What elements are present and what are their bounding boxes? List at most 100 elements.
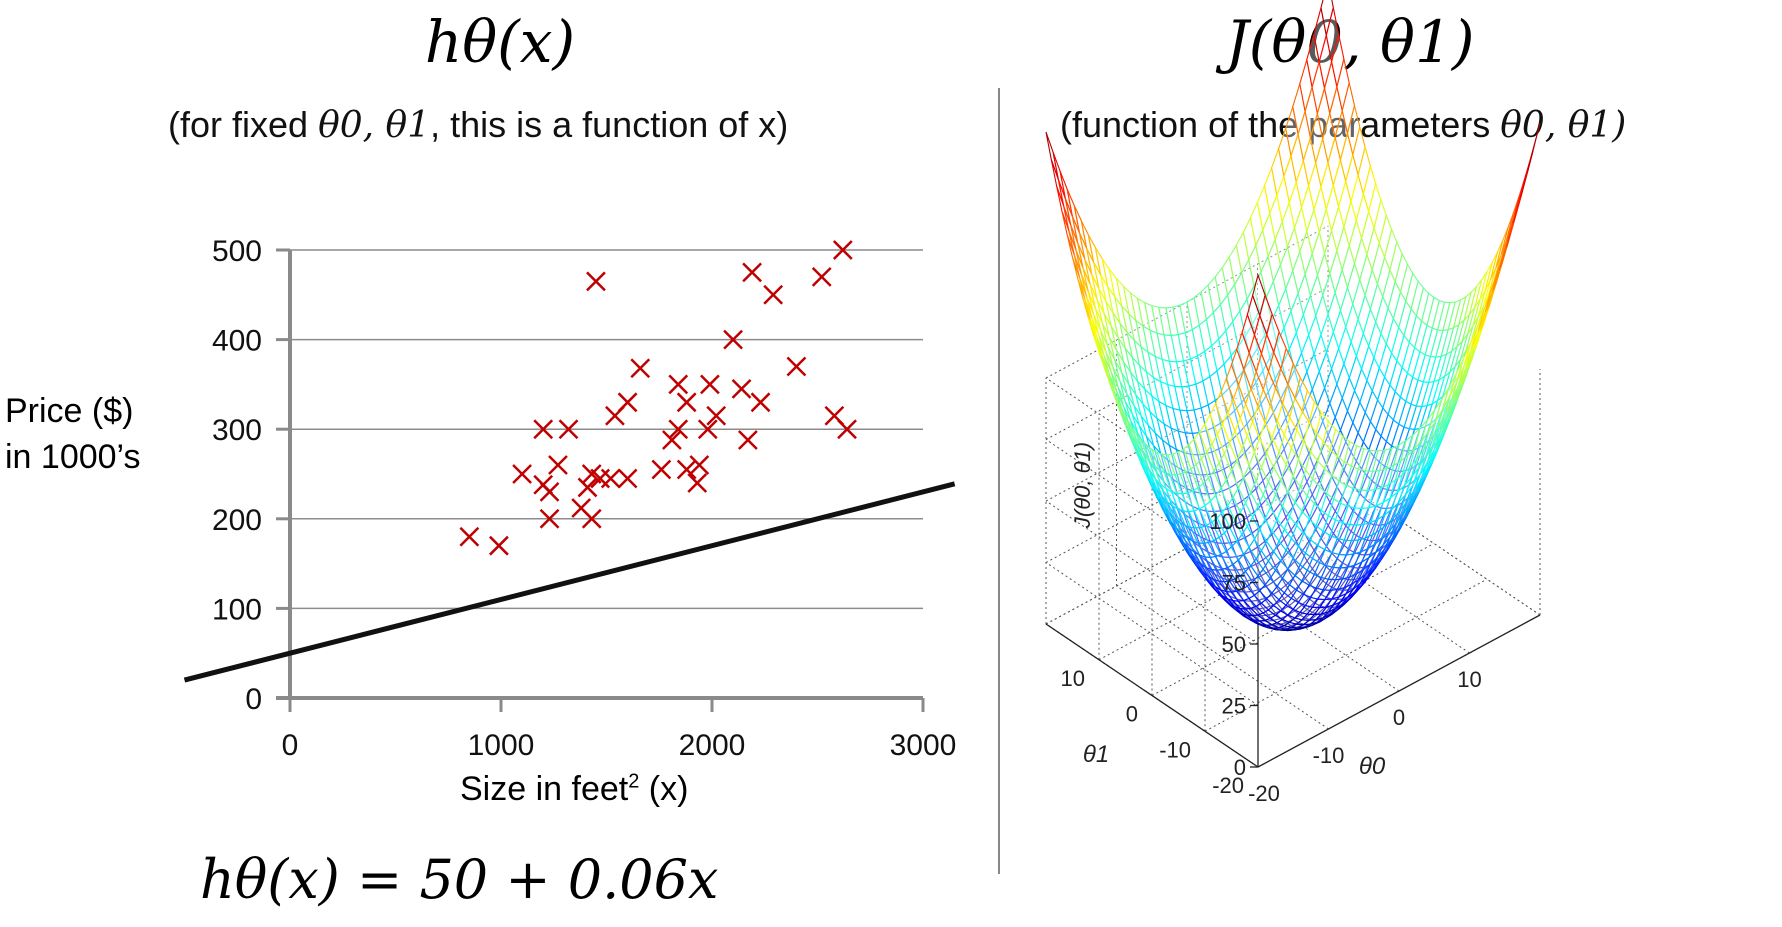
data-point xyxy=(539,508,560,529)
data-point xyxy=(697,419,718,440)
data-point-stroke xyxy=(689,455,710,475)
data-point xyxy=(763,284,784,305)
data-point xyxy=(512,464,532,484)
x-axis-label: Size in feet2 (x) xyxy=(460,770,688,809)
data-point-stroke xyxy=(706,405,727,426)
right-subtitle-prefix: (function of the parameters xyxy=(1060,104,1491,145)
back-grid-line xyxy=(1045,348,1329,502)
y-axis-label-line1: Price ($) xyxy=(5,392,134,430)
x-tick-label: 3000 xyxy=(890,729,957,762)
data-point-stroke xyxy=(737,430,758,450)
data-point xyxy=(600,468,621,489)
left-subtitle-prefix: (for fixed xyxy=(168,104,309,145)
data-point-stroke xyxy=(742,262,762,283)
data-point-stroke xyxy=(811,266,832,287)
theta0-tick-label: 10 xyxy=(1457,667,1481,692)
z-tick-label: 75 xyxy=(1222,571,1246,596)
theta0-axis-label: θ0 xyxy=(1359,753,1386,780)
data-point-stroke xyxy=(763,284,784,305)
data-point xyxy=(668,419,689,440)
data-point xyxy=(668,374,689,395)
data-point-stroke xyxy=(581,464,602,484)
z-tick-label: 0 xyxy=(1234,755,1246,780)
data-point xyxy=(723,329,743,350)
data-point-stroke xyxy=(539,508,560,529)
x-axis-label-text: Size in feet xyxy=(460,770,629,808)
data-point-stroke xyxy=(668,374,689,395)
y-tick-label: 500 xyxy=(212,235,262,268)
surface-cell xyxy=(1527,122,1541,172)
x-tick-label: 1000 xyxy=(468,729,535,762)
left-panel-subtitle: (for fixed θ0, θ1, this is a function of… xyxy=(168,104,788,146)
x-tick-label: 2000 xyxy=(679,729,746,762)
y-tick-label: 100 xyxy=(212,593,262,626)
y-tick-label: 200 xyxy=(212,504,262,537)
data-point-stroke xyxy=(459,526,480,547)
left-subtitle-suffix: , this is a function of x) xyxy=(430,104,789,145)
data-point xyxy=(750,392,771,413)
y-tick-label: 0 xyxy=(245,683,262,716)
theta0-tick-label: 0 xyxy=(1393,705,1405,730)
data-point xyxy=(558,419,579,440)
data-point xyxy=(786,356,807,377)
data-point xyxy=(581,508,602,529)
axis-edge xyxy=(1045,623,1259,768)
data-point xyxy=(590,468,611,489)
data-point xyxy=(837,419,857,440)
data-point-stroke xyxy=(676,459,697,480)
data-point-stroke xyxy=(832,240,853,260)
data-point xyxy=(651,459,672,480)
data-point xyxy=(617,468,638,489)
data-point-stroke xyxy=(824,405,845,426)
data-point-stroke xyxy=(489,535,509,556)
right-panel-subtitle: (function of the parameters θ0, θ1) xyxy=(1060,104,1626,146)
theta1-tick-label: 10 xyxy=(1061,666,1085,691)
data-point-stroke xyxy=(750,392,771,413)
data-point-stroke xyxy=(581,508,602,529)
data-point-stroke xyxy=(786,356,807,377)
scatter-chart: 0 100 200 300 400 500 0 1000 2000 3000 xyxy=(183,235,957,762)
data-point-stroke xyxy=(600,468,621,489)
right-subtitle-params: θ0, θ1) xyxy=(1500,105,1627,146)
data-point-stroke xyxy=(837,419,857,440)
x-tick-label: 0 xyxy=(282,729,299,762)
data-point-stroke xyxy=(630,358,651,379)
data-point xyxy=(742,262,762,283)
data-point xyxy=(586,271,606,292)
data-point xyxy=(832,240,853,260)
y-axis-label-line2: in 1000’s xyxy=(5,438,141,476)
data-point xyxy=(689,455,710,475)
data-point xyxy=(630,358,651,379)
data-point-stroke xyxy=(668,419,689,440)
panel-divider xyxy=(998,88,1000,874)
z-tick-label: 25 xyxy=(1222,694,1246,719)
data-point-stroke xyxy=(577,477,598,498)
data-point xyxy=(459,526,480,547)
z-axis-label: J(θ0, θ1) xyxy=(1070,442,1095,529)
data-point xyxy=(700,374,720,395)
data-point-stroke xyxy=(697,419,718,440)
data-point xyxy=(731,378,752,399)
data-point-stroke xyxy=(676,392,697,413)
data-point-stroke xyxy=(586,271,606,292)
data-point xyxy=(676,459,697,480)
data-point-stroke xyxy=(723,329,743,350)
data-point-stroke xyxy=(662,430,682,450)
data-point xyxy=(737,430,758,450)
data-point-stroke xyxy=(548,455,568,475)
data-point-stroke xyxy=(731,378,752,399)
theta1-axis-label: θ1 xyxy=(1083,741,1109,768)
data-point xyxy=(706,405,727,426)
data-point-stroke xyxy=(571,498,592,518)
theta0-tick-label: -20 xyxy=(1248,781,1280,806)
theta1-tick-label: -10 xyxy=(1159,737,1191,762)
data-point xyxy=(811,266,832,287)
data-point-stroke xyxy=(539,482,560,502)
hypothesis-equation: hθ(x) = 50 + 0.06x xyxy=(200,848,719,911)
y-tick-label: 400 xyxy=(212,325,262,358)
data-point xyxy=(548,455,568,475)
data-point xyxy=(533,419,554,440)
data-point-stroke xyxy=(700,374,720,395)
z-tick-label: 100 xyxy=(1209,509,1246,534)
data-point-stroke xyxy=(617,392,638,413)
